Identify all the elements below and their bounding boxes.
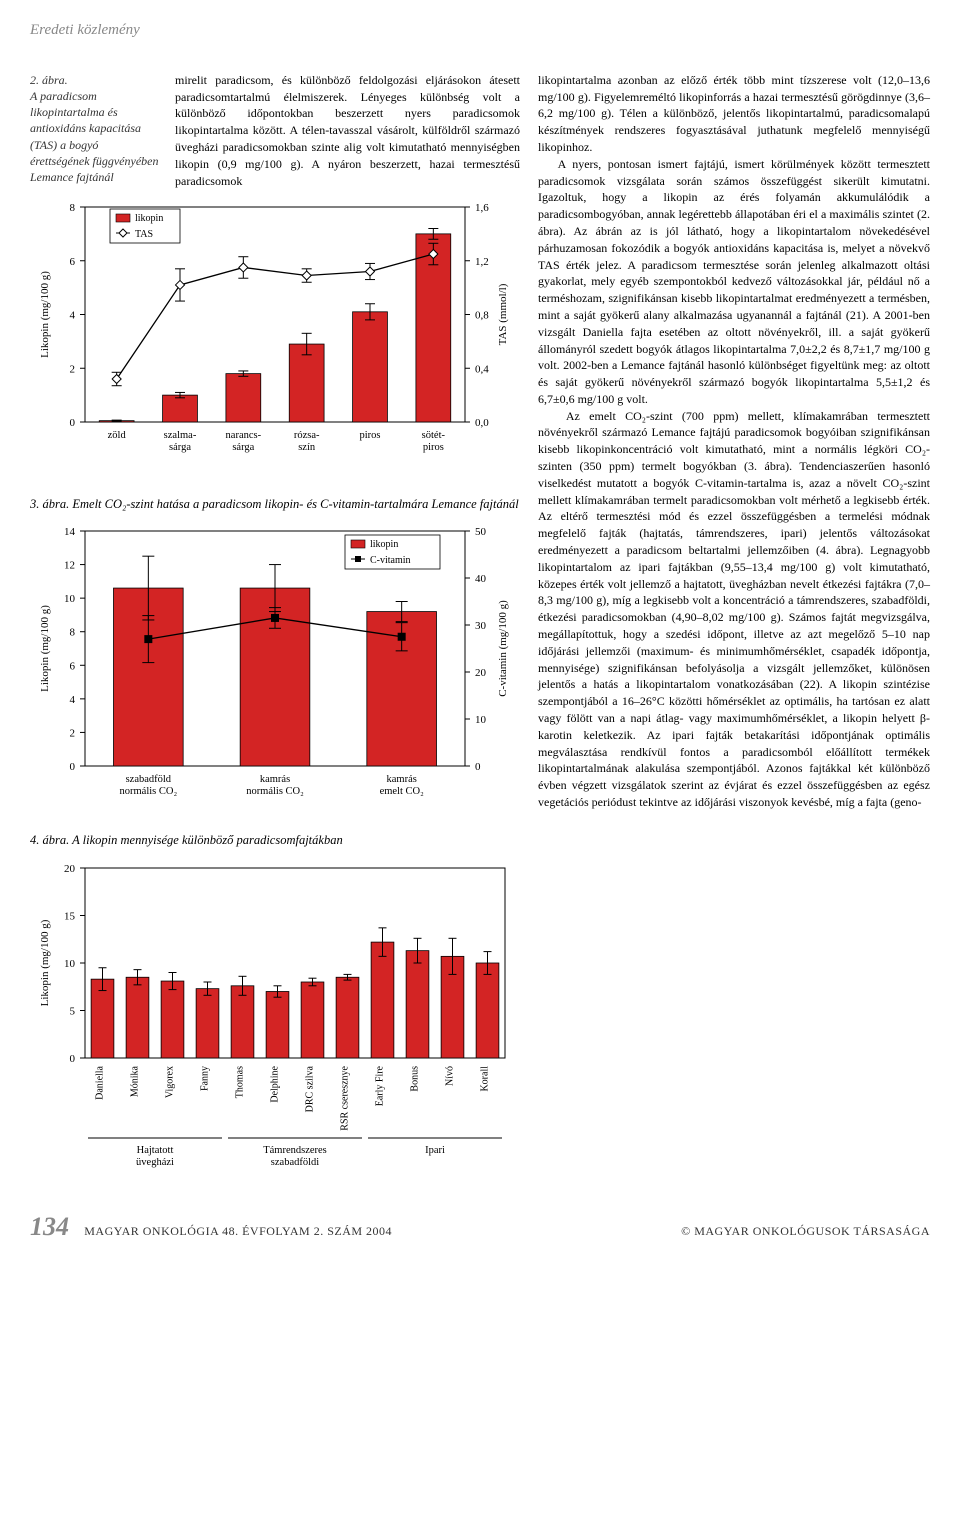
svg-text:2: 2 (70, 728, 76, 740)
svg-text:normális CO₂: normális CO₂ (246, 786, 304, 797)
svg-text:Támrendszeres: Támrendszeres (263, 1145, 327, 1156)
svg-text:szabadföld: szabadföld (126, 774, 172, 785)
svg-text:Mónika: Mónika (130, 1065, 141, 1097)
svg-text:0: 0 (70, 761, 76, 773)
svg-text:2: 2 (70, 364, 76, 376)
svg-text:szín: szín (298, 442, 316, 453)
svg-text:1,6: 1,6 (475, 202, 489, 214)
svg-text:Nívó: Nívó (445, 1066, 456, 1086)
svg-text:Likopin (mg/100 g): Likopin (mg/100 g) (39, 605, 51, 692)
footer: 134 MAGYAR ONKOLÓGIA 48. ÉVFOLYAM 2. SZÁ… (30, 1208, 930, 1246)
svg-text:4: 4 (70, 310, 76, 322)
body-text: likopintartalma azonban az előző érték t… (538, 72, 930, 811)
figure-2-chart: 0 2 4 6 8 0,0 0,4 0,8 1,2 1,6 Likopin (mg/100 g) TA… (30, 197, 520, 477)
svg-text:12: 12 (64, 560, 75, 572)
journal-info: MAGYAR ONKOLÓGIA 48. ÉVFOLYAM 2. SZÁM 20… (84, 1224, 392, 1238)
svg-text:szabadföldi: szabadföldi (271, 1157, 319, 1168)
svg-text:Likopin (mg/100 g): Likopin (mg/100 g) (39, 271, 51, 358)
svg-text:Delphine: Delphine (270, 1065, 281, 1102)
svg-text:szalma-: szalma- (164, 430, 197, 441)
svg-text:15: 15 (64, 910, 76, 922)
svg-text:0: 0 (70, 1053, 76, 1065)
right-column: likopintartalma azonban az előző érték t… (538, 72, 930, 1178)
svg-text:sárga: sárga (232, 442, 254, 453)
svg-text:8: 8 (70, 627, 76, 639)
svg-text:C-vitamin (mg/100 g): C-vitamin (mg/100 g) (497, 600, 509, 697)
svg-text:C-vitamin: C-vitamin (370, 555, 411, 566)
svg-text:narancs-: narancs- (226, 430, 262, 441)
copyright: © MAGYAR ONKOLÓGUSOK TÁRSASÁGA (681, 1223, 930, 1240)
svg-text:Bonus: Bonus (410, 1065, 421, 1091)
svg-text:50: 50 (475, 526, 487, 538)
svg-text:Korall: Korall (480, 1065, 491, 1091)
svg-text:5: 5 (70, 1005, 76, 1017)
svg-text:Daniella: Daniella (95, 1065, 106, 1099)
svg-text:piros: piros (360, 430, 381, 441)
svg-text:6: 6 (70, 661, 76, 673)
svg-text:DRC szilva: DRC szilva (305, 1065, 316, 1112)
svg-text:0: 0 (70, 417, 76, 429)
figure-2: 2. ábra. A paradicsom likopintartalma és… (30, 72, 520, 478)
svg-text:10: 10 (475, 714, 487, 726)
svg-text:Hajtatott: Hajtatott (137, 1145, 174, 1156)
svg-text:likopin: likopin (370, 539, 398, 550)
svg-text:piros: piros (423, 442, 444, 453)
svg-text:0,8: 0,8 (475, 310, 489, 322)
svg-text:10: 10 (64, 958, 76, 970)
svg-text:Vigorex: Vigorex (165, 1066, 176, 1098)
svg-text:rózsa-: rózsa- (294, 430, 320, 441)
svg-text:normális CO₂: normális CO₂ (120, 786, 178, 797)
svg-text:emelt CO₂: emelt CO₂ (380, 786, 425, 797)
svg-text:0,4: 0,4 (475, 364, 489, 376)
svg-text:sárga: sárga (169, 442, 191, 453)
svg-text:kamrás: kamrás (387, 774, 417, 785)
svg-text:30: 30 (475, 620, 487, 632)
svg-text:zöld: zöld (108, 430, 127, 441)
svg-text:10: 10 (64, 594, 76, 606)
figure-3-chart: 0 2 4 6 8 10 12 14 0 10 20 30 40 50 Likopin (mg/100 g)… (30, 521, 520, 821)
svg-text:0: 0 (475, 761, 481, 773)
svg-text:üvegházi: üvegházi (136, 1157, 174, 1168)
svg-text:RSR cseresznye: RSR cseresznye (340, 1065, 351, 1130)
svg-text:sötét-: sötét- (422, 430, 446, 441)
svg-text:Likopin (mg/100 g): Likopin (mg/100 g) (39, 919, 51, 1006)
main-layout: 2. ábra. A paradicsom likopintartalma és… (30, 72, 930, 1178)
svg-text:Thomas: Thomas (235, 1065, 246, 1097)
svg-text:likopin: likopin (135, 213, 163, 224)
figure-2-intro-text: mirelit paradicsom, és különböző feldolg… (175, 72, 520, 190)
figure-3-caption: 3. ábra. Emelt CO₂-szint hatása a paradi… (30, 495, 520, 513)
figure-2-caption: 2. ábra. A paradicsom likopintartalma és… (30, 72, 160, 185)
figure-4-chart: 0 5 10 15 20 Likopin (mg/100 g) Daniella Mónika… (30, 858, 520, 1178)
svg-text:kamrás: kamrás (260, 774, 290, 785)
figure-4-caption: 4. ábra. A likopin mennyisége különböző … (30, 831, 520, 849)
svg-text:40: 40 (475, 573, 487, 585)
svg-text:Early Fire: Early Fire (375, 1065, 386, 1106)
svg-text:TAS: TAS (135, 229, 153, 240)
svg-text:1,2: 1,2 (475, 256, 489, 268)
page-number: 134 (30, 1212, 69, 1241)
svg-text:4: 4 (70, 694, 76, 706)
svg-text:Ipari: Ipari (425, 1145, 445, 1156)
svg-text:20: 20 (475, 667, 487, 679)
svg-text:14: 14 (64, 526, 76, 538)
svg-text:TAS (mmol/l): TAS (mmol/l) (497, 284, 509, 346)
left-column: 2. ábra. A paradicsom likopintartalma és… (30, 72, 520, 1178)
svg-text:6: 6 (70, 256, 76, 268)
svg-text:8: 8 (70, 202, 76, 214)
svg-text:0,0: 0,0 (475, 417, 489, 429)
page-header: Eredeti közlemény (30, 20, 930, 42)
svg-text:Fanny: Fanny (200, 1066, 211, 1091)
svg-text:20: 20 (64, 863, 76, 875)
